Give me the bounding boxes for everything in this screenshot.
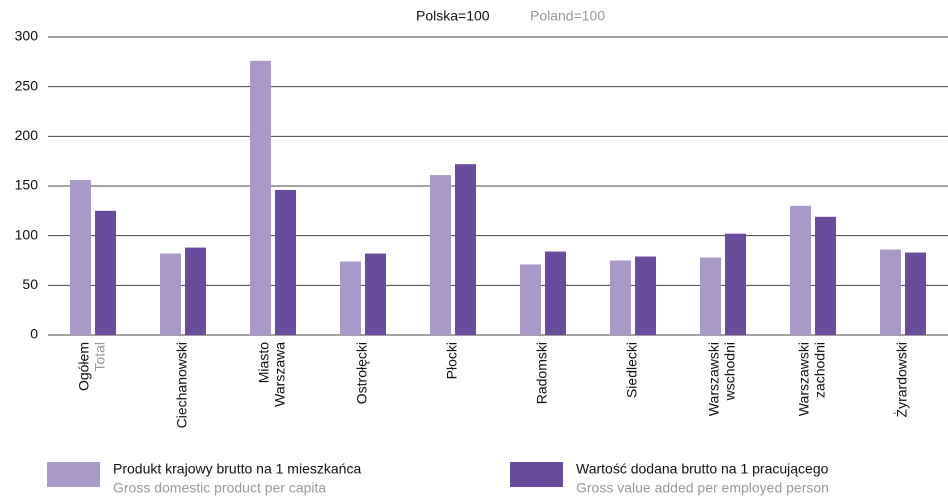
y-tick-label: 0 <box>30 326 38 342</box>
legend-label: Wartość dodana brutto na 1 pracującego <box>576 461 829 477</box>
bar <box>340 261 361 335</box>
legend-label-en: Gross domestic product per capita <box>113 480 326 496</box>
bar <box>790 205 811 335</box>
x-tick-label: Total <box>92 342 108 372</box>
bar <box>250 60 271 336</box>
legend-label: Produkt krajowy brutto na 1 mieszkańca <box>113 461 361 477</box>
x-tick-label: Warszawa <box>272 342 288 407</box>
bar <box>520 264 541 335</box>
x-tick-label: Radomski <box>534 342 550 404</box>
x-tick-label: Warszawski <box>796 342 812 416</box>
chart-title: Polska=100 <box>416 8 490 24</box>
bar <box>160 253 181 335</box>
bar <box>430 175 451 335</box>
bar <box>455 164 476 335</box>
bar <box>185 247 206 335</box>
chart-title-en: Poland=100 <box>530 8 605 24</box>
x-tick-label: wschodni <box>722 342 738 401</box>
bar <box>880 249 901 335</box>
x-tick-label: Żyrardowski <box>893 342 910 417</box>
bar <box>635 256 656 335</box>
x-tick-label: Ostrołęcki <box>354 342 370 404</box>
x-tick-label: Ciechanowski <box>174 342 190 428</box>
y-tick-label: 300 <box>15 28 39 44</box>
y-tick-label: 100 <box>15 226 39 242</box>
bar <box>545 251 566 335</box>
legend-label-en: Gross value added per employed person <box>576 480 829 496</box>
legend-swatch <box>510 462 563 487</box>
y-tick-label: 150 <box>15 177 39 193</box>
y-tick-label: 250 <box>15 77 39 93</box>
y-tick-label: 50 <box>22 276 38 292</box>
x-tick-label: Siedlecki <box>624 342 640 398</box>
bar <box>275 189 296 335</box>
x-tick-label: Miasto <box>256 342 272 383</box>
bar <box>815 216 836 335</box>
bar <box>70 180 91 335</box>
x-tick-label: zachodni <box>812 342 828 398</box>
bar <box>610 260 631 335</box>
x-tick-label: Płocki <box>444 342 460 379</box>
x-tick-label: Warszawski <box>706 342 722 416</box>
y-tick-label: 200 <box>15 127 39 143</box>
legend-swatch <box>47 462 100 487</box>
bar <box>700 257 721 335</box>
bar <box>905 252 926 335</box>
x-tick-label: Ogółem <box>76 342 92 391</box>
bar <box>95 210 116 335</box>
bar <box>365 253 386 335</box>
bar <box>725 233 746 335</box>
